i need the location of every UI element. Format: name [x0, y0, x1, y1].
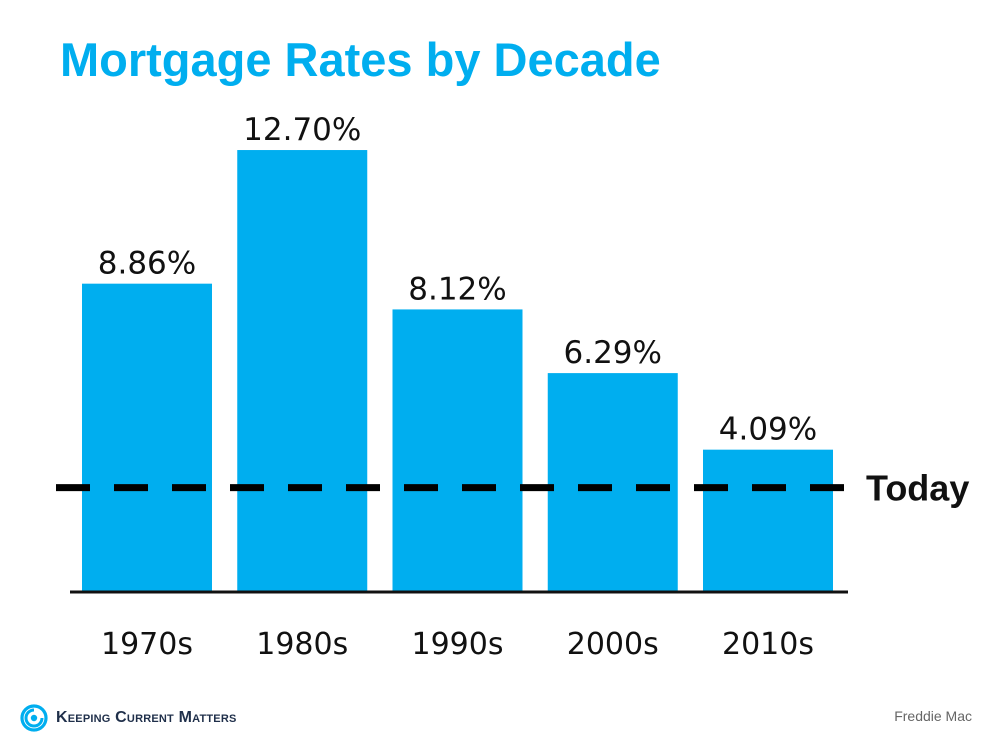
bar-2000s [547, 373, 678, 592]
x-tick-label-1980s: 1980s [256, 627, 348, 662]
x-tick-label-1990s: 1990s [412, 627, 504, 662]
today-label: Today [866, 468, 969, 509]
x-tick-label-2000s: 2000s [567, 627, 659, 662]
data-label-2000s: 6.29% [564, 335, 662, 371]
data-label-2010s: 4.09% [719, 412, 817, 448]
brand-name: Keeping Current Matters [56, 709, 237, 726]
brand-logo: Keeping Current Matters [20, 704, 237, 732]
data-label-1970s: 8.86% [98, 246, 196, 282]
bar-2010s [703, 449, 833, 592]
x-tick-label-2010s: 2010s [722, 627, 814, 662]
data-label-1990s: 8.12% [408, 271, 506, 307]
bar-1990s [392, 309, 523, 592]
bar-chart: 8.86% 1970s 12.70% 1980s 8.12% 1990s 6.29% 2000… [56, 112, 969, 662]
source-credit: Freddie Mac [894, 708, 972, 724]
x-tick-label-1970s: 1970s [101, 627, 193, 662]
chart-title: Mortgage Rates by Decade [60, 33, 661, 86]
bar-1980s [237, 150, 368, 593]
data-label-1980s: 12.70% [243, 112, 361, 148]
spiral-logo-icon [20, 704, 48, 732]
bar-1970s [82, 283, 212, 592]
